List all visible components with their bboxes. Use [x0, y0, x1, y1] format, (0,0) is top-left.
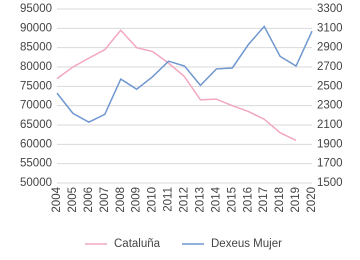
x-tick-label: 2013 [194, 187, 206, 213]
y2-tick-label: 2100 [317, 119, 343, 131]
y2-tick-label: 2900 [317, 42, 343, 54]
y-tick-label: 95000 [20, 3, 52, 15]
y2-tick-label: 1700 [317, 158, 343, 170]
y2-tick-label: 2500 [317, 80, 343, 92]
x-tick-label: 2006 [83, 187, 95, 213]
y2-tick-label: 1500 [317, 177, 343, 189]
x-tick-label: 2018 [274, 187, 286, 213]
y-tick-label: 55000 [20, 158, 52, 170]
y-tick-label: 90000 [20, 22, 52, 34]
y-tick-label: 60000 [20, 138, 52, 150]
y2-tick-label: 1900 [317, 138, 343, 150]
x-tick-label: 2020 [306, 187, 318, 213]
x-tick-label: 2011 [163, 187, 175, 212]
x-tick-label: 2008 [115, 187, 127, 213]
y2-tick-label: 2300 [317, 100, 343, 112]
x-tick-label: 2016 [242, 187, 254, 213]
x-tick-label: 2015 [226, 187, 238, 213]
y2-tick-label: 2700 [317, 61, 343, 73]
y-tick-label: 70000 [20, 100, 52, 112]
x-tick-label: 2007 [99, 187, 111, 213]
x-tick-label: 2014 [210, 186, 222, 212]
x-tick-label: 2010 [147, 187, 159, 213]
x-tick-label: 2019 [290, 187, 302, 213]
legend-label: Cataluña [114, 238, 161, 250]
y-tick-label: 75000 [20, 80, 52, 92]
y-tick-label: 80000 [20, 61, 52, 73]
x-tick-label: 2009 [131, 187, 143, 213]
y2-tick-label: 3100 [317, 22, 343, 34]
series-line [56, 29, 297, 142]
x-tick-label: 2017 [258, 187, 270, 213]
series-line [56, 25, 313, 123]
x-tick-label: 2004 [51, 186, 63, 212]
legend-label: Dexeus Mujer [211, 238, 282, 250]
y-tick-label: 65000 [20, 119, 52, 131]
y-tick-label: 85000 [20, 42, 52, 54]
x-tick-label: 2012 [179, 187, 191, 213]
x-tick-label: 2005 [67, 187, 79, 213]
y2-tick-label: 3300 [317, 3, 343, 15]
y-tick-label: 50000 [20, 177, 52, 189]
